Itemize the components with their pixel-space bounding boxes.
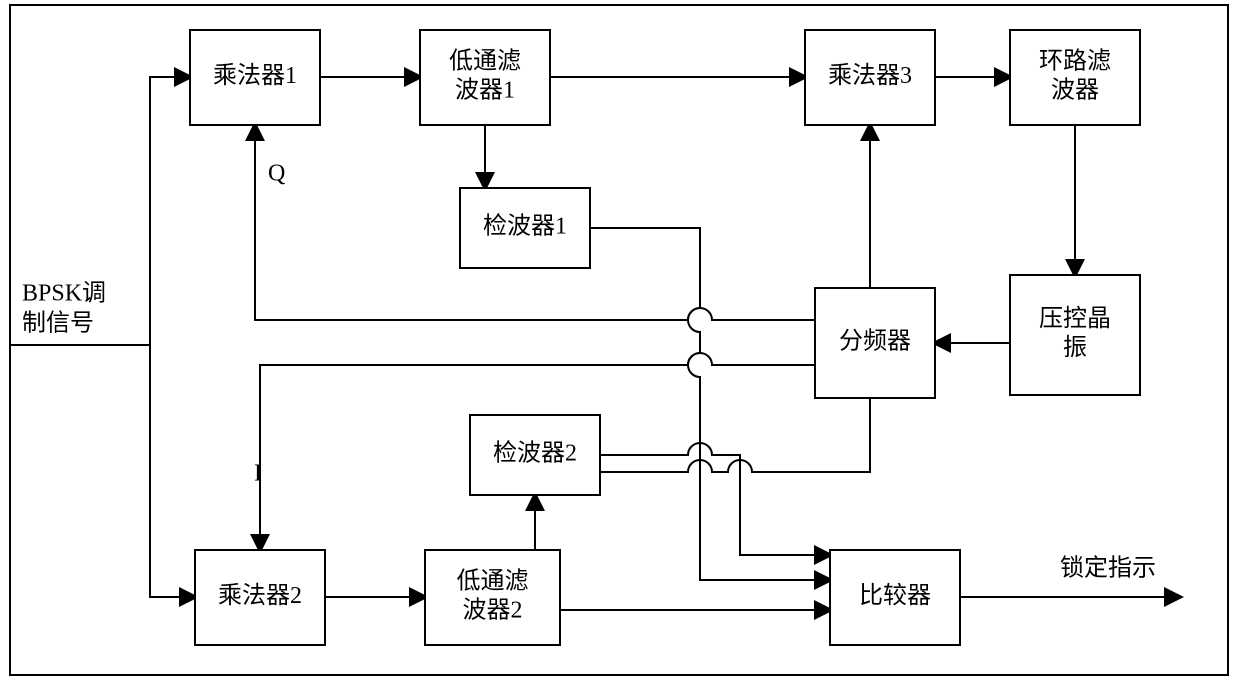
node-comp-label-0: 比较器 xyxy=(859,582,931,609)
label-input-0: BPSK调 xyxy=(22,280,106,307)
node-vco: 压控晶振 xyxy=(1010,275,1140,395)
node-mult1-label-0: 乘法器1 xyxy=(213,62,297,89)
node-lpf2: 低通滤波器2 xyxy=(425,550,560,645)
label-input-1: 制信号 xyxy=(22,310,94,337)
node-vco-label-0: 压控晶 xyxy=(1039,305,1111,332)
node-divider-label-0: 分频器 xyxy=(839,328,911,355)
node-mult1: 乘法器1 xyxy=(190,30,320,125)
node-det2: 检波器2 xyxy=(470,415,600,495)
node-lpf1-label-1: 波器1 xyxy=(455,76,515,103)
node-det1: 检波器1 xyxy=(460,188,590,268)
label-i: I xyxy=(254,461,262,487)
node-loopf: 环路滤波器 xyxy=(1010,30,1140,125)
node-loopf-label-0: 环路滤 xyxy=(1039,48,1111,75)
node-mult3: 乘法器3 xyxy=(805,30,935,125)
node-det1-label-0: 检波器1 xyxy=(483,213,567,240)
node-mult2-label-0: 乘法器2 xyxy=(218,582,302,609)
node-lpf2-label-1: 波器2 xyxy=(463,596,523,623)
node-det2-label-0: 检波器2 xyxy=(493,440,577,467)
label-q: Q xyxy=(268,161,285,187)
node-divider: 分频器 xyxy=(815,288,935,398)
node-lpf1: 低通滤波器1 xyxy=(420,30,550,125)
node-vco-label-1: 振 xyxy=(1063,334,1087,361)
node-lpf1-label-0: 低通滤 xyxy=(449,48,521,75)
node-loopf-label-1: 波器 xyxy=(1051,76,1099,103)
node-lpf2-label-0: 低通滤 xyxy=(457,568,529,595)
node-mult3-label-0: 乘法器3 xyxy=(828,62,912,89)
node-mult2: 乘法器2 xyxy=(195,550,325,645)
label-lock-indicator: 锁定指示 xyxy=(1060,555,1156,582)
node-comp: 比较器 xyxy=(830,550,960,645)
